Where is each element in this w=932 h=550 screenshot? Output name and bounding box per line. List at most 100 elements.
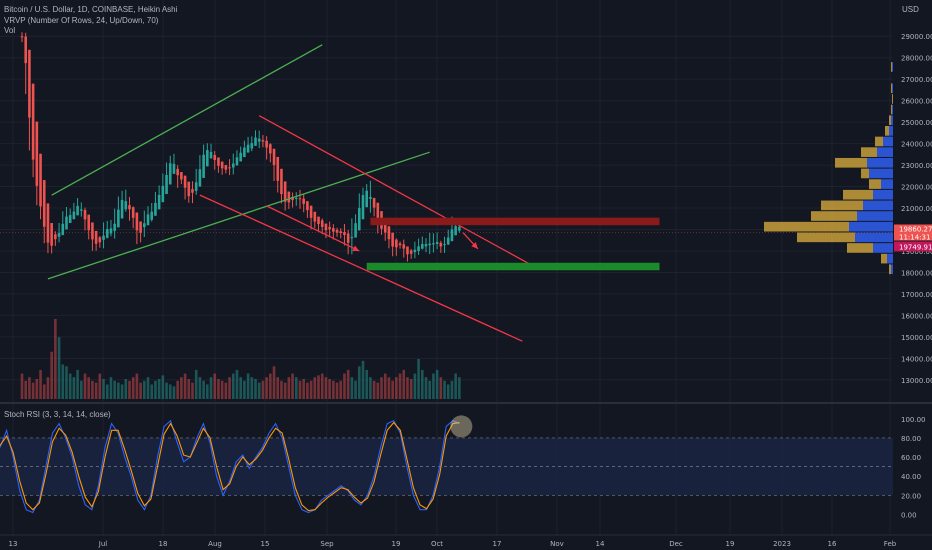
volume-bar xyxy=(57,337,61,399)
volume-bar xyxy=(272,366,276,399)
volume-bar xyxy=(28,377,31,399)
volume-bar xyxy=(450,380,454,399)
volume-bar xyxy=(313,377,317,399)
candle-body xyxy=(291,196,294,201)
time-tick-label: Sep xyxy=(320,540,334,548)
volume-legend[interactable]: Vol xyxy=(4,26,16,35)
candle-body xyxy=(143,223,146,228)
volume-bar xyxy=(424,377,428,399)
volume-bar xyxy=(235,369,239,399)
profile-down-bar xyxy=(881,253,887,264)
candle-body xyxy=(105,229,109,238)
candle-body xyxy=(246,144,250,153)
volume-bar xyxy=(206,384,209,399)
volume-bar xyxy=(365,369,368,399)
candle-body xyxy=(372,197,376,208)
volume-bar xyxy=(50,351,53,399)
green-channel-upper xyxy=(51,44,323,196)
low-price-label: 19749.91 xyxy=(899,243,932,251)
candle-body xyxy=(194,182,198,191)
profile-down-bar xyxy=(869,179,881,189)
stoch-rsi-legend[interactable]: Stoch RSI (3, 3, 14, 14, close) xyxy=(4,410,111,419)
volume-bar xyxy=(165,382,168,399)
candle-body xyxy=(328,226,331,230)
volume-bar xyxy=(246,373,250,399)
candle-body xyxy=(139,221,142,233)
candle-body xyxy=(413,249,417,253)
profile-down-bar xyxy=(811,211,857,221)
red-channel-lower xyxy=(199,194,523,342)
profile-down-bar xyxy=(843,189,873,200)
volume-bar xyxy=(387,377,391,399)
volume-bar xyxy=(287,377,291,399)
time-axis[interactable]: 13 Jul 18 Aug 15 Sep 19 Oct 17 Nov 14 Dec 19 2023 16 Fe… xyxy=(0,534,932,548)
candle-body xyxy=(265,140,268,148)
profile-down-bar xyxy=(821,200,863,211)
candle-body xyxy=(50,223,53,246)
volume-bar xyxy=(157,379,161,399)
support-zone xyxy=(366,262,660,271)
volume-bar xyxy=(361,360,365,399)
volume-bar xyxy=(154,380,157,399)
volume-bar xyxy=(432,373,435,399)
candle-body xyxy=(332,228,335,232)
volume-bar xyxy=(317,375,320,399)
candle-body xyxy=(298,198,302,200)
volume-bar xyxy=(20,373,24,399)
volume-bar xyxy=(150,384,154,399)
volume-bar xyxy=(198,377,202,399)
candle-body xyxy=(198,169,202,187)
profile-up-bar xyxy=(887,253,893,264)
profile-up-bar xyxy=(881,179,893,189)
candle-body xyxy=(102,235,105,240)
volume-bar xyxy=(146,377,150,399)
price-tick-label: 25000.00 xyxy=(901,119,932,127)
profile-down-bar xyxy=(892,94,893,104)
candle-body xyxy=(343,232,346,235)
time-tick-label: Dec xyxy=(669,540,683,548)
volume-bar xyxy=(283,382,287,399)
price-tick-label: 22000.00 xyxy=(901,184,932,192)
volume-bar xyxy=(413,373,417,399)
vrvp-legend[interactable]: VRVP (Number Of Rows, 24, Up/Down, 70) xyxy=(4,16,159,25)
volume-bar xyxy=(61,364,65,399)
volume-bar xyxy=(254,379,257,399)
volume-bar xyxy=(383,373,387,399)
volume-bar xyxy=(354,380,357,399)
candle-body xyxy=(20,36,24,38)
candle-body xyxy=(269,144,272,154)
volume-bar xyxy=(124,379,128,399)
profile-up-bar xyxy=(892,83,893,94)
candle-body xyxy=(409,250,413,254)
candle-body xyxy=(180,172,183,180)
candle-body xyxy=(157,194,161,210)
volume-bar xyxy=(98,373,102,399)
profile-up-bar xyxy=(892,104,893,115)
volume-bar xyxy=(191,382,194,399)
volume-bar xyxy=(94,382,98,399)
volume-bar xyxy=(117,382,120,399)
volume-bar xyxy=(276,377,280,399)
candle-body xyxy=(272,148,276,166)
profile-up-bar xyxy=(869,168,893,179)
price-tick-label: 23000.00 xyxy=(901,162,932,170)
volume-bar xyxy=(294,377,298,399)
symbol-title[interactable]: Bitcoin / U.S. Dollar, 1D, COINBASE, Hei… xyxy=(4,5,178,14)
volume-bar xyxy=(380,377,383,399)
price-axis[interactable]: 29000.00 28000.00 27000.00 26000.00 25000.00… xyxy=(893,0,932,400)
candle-body xyxy=(446,237,450,245)
time-tick-label: Feb xyxy=(884,540,897,548)
candle-body xyxy=(191,188,194,193)
volume-bar xyxy=(228,377,231,399)
volume-bar xyxy=(243,380,246,399)
volume-bar xyxy=(332,380,335,399)
volume-bar xyxy=(139,382,142,399)
profile-down-bar xyxy=(891,104,892,115)
candle-body xyxy=(94,230,98,244)
candle-body xyxy=(109,228,113,234)
time-tick-label: 15 xyxy=(261,540,270,548)
volume-bar xyxy=(428,380,431,399)
candle-body xyxy=(254,137,257,146)
candle-body xyxy=(361,195,365,220)
